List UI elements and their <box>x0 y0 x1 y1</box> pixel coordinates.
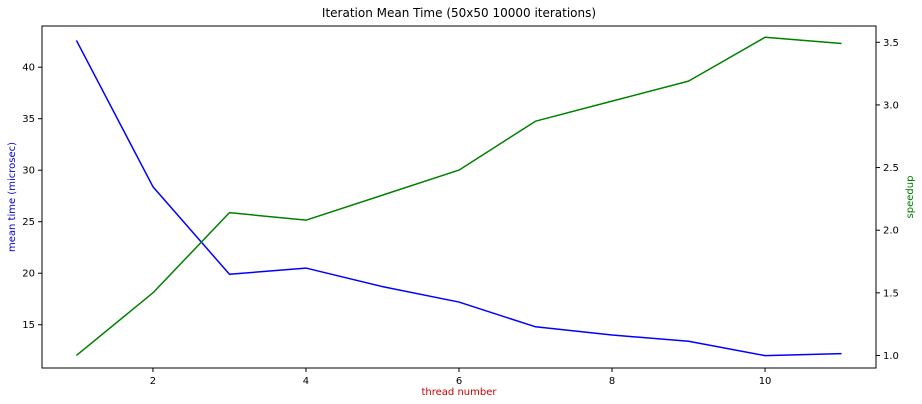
plot-frame <box>41 25 877 369</box>
y-axis-label-right: speedup <box>905 176 916 219</box>
left-tick-label: 35 <box>22 114 35 125</box>
right-tick-label: 3.5 <box>883 38 899 49</box>
mean-time-series-line <box>75 40 842 357</box>
y-axis-label-left: mean time (microsec) <box>7 142 18 252</box>
right-tick-label: 3.0 <box>883 100 899 111</box>
x-tick-label: 10 <box>759 376 772 387</box>
left-tick-label: 15 <box>22 320 35 331</box>
left-tick-label: 40 <box>22 63 35 74</box>
left-tick-label: 20 <box>22 269 35 280</box>
right-tick-label: 2.5 <box>883 163 899 174</box>
right-tick-label: 1.0 <box>883 351 899 362</box>
chart-title: Iteration Mean Time (50x50 10000 iterati… <box>322 6 596 20</box>
x-tick-label: 8 <box>609 376 615 387</box>
speedup-series-line <box>75 36 842 357</box>
left-tick-label: 25 <box>22 217 35 228</box>
right-tick-label: 2.0 <box>883 226 899 237</box>
right-tick-label: 1.5 <box>883 288 899 299</box>
right-axis-ticks: 1.0 1.5 2.0 2.5 3.0 3.5 <box>876 38 899 362</box>
x-tick-label: 2 <box>150 376 156 387</box>
x-axis-label: thread number <box>422 387 498 398</box>
x-axis-ticks: 2 4 6 8 10 <box>150 368 772 387</box>
x-tick-label: 6 <box>456 376 462 387</box>
left-axis-ticks: 15 20 25 30 35 40 <box>22 63 42 331</box>
series-layer <box>75 36 842 357</box>
left-tick-label: 30 <box>22 166 35 177</box>
x-tick-label: 4 <box>303 376 309 387</box>
